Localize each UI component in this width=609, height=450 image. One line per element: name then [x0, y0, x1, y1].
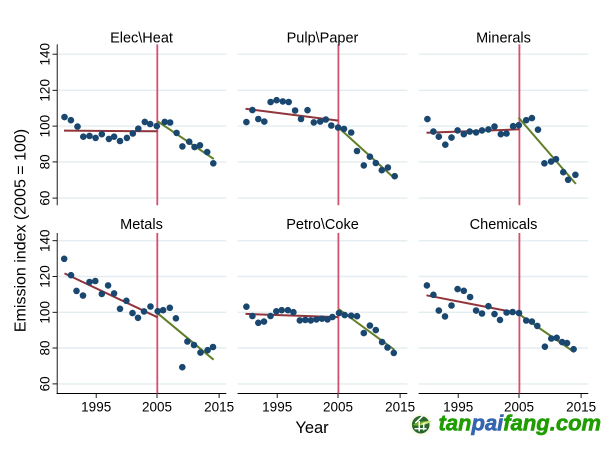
- svg-text:80: 80: [37, 154, 52, 169]
- svg-text:Minerals: Minerals: [476, 30, 531, 46]
- svg-text:60: 60: [37, 376, 52, 391]
- svg-text:Pulp\Paper: Pulp\Paper: [287, 30, 359, 46]
- svg-text:Year: Year: [295, 419, 329, 437]
- svg-text:2015: 2015: [385, 400, 415, 415]
- svg-text:100: 100: [37, 301, 52, 324]
- svg-text:Petro\Coke: Petro\Coke: [286, 217, 359, 233]
- svg-text:140: 140: [37, 229, 52, 252]
- svg-text:2005: 2005: [323, 400, 353, 415]
- svg-text:80: 80: [37, 340, 52, 355]
- svg-text:2015: 2015: [566, 400, 596, 415]
- svg-text:1995: 1995: [443, 400, 473, 415]
- svg-text:120: 120: [37, 265, 52, 288]
- svg-text:140: 140: [37, 43, 52, 66]
- svg-text:Emission index (2005 = 100): Emission index (2005 = 100): [13, 129, 30, 332]
- svg-text:2005: 2005: [142, 400, 172, 415]
- svg-text:Metals: Metals: [120, 217, 163, 233]
- svg-text:Elec\Heat: Elec\Heat: [110, 30, 173, 46]
- svg-text:tanpaifang.com: tanpaifang.com: [439, 411, 602, 436]
- svg-text:2015: 2015: [204, 400, 234, 415]
- svg-text:60: 60: [37, 191, 52, 206]
- svg-text:2005: 2005: [504, 400, 534, 415]
- svg-text:1995: 1995: [81, 400, 111, 415]
- svg-text:Chemicals: Chemicals: [470, 217, 538, 233]
- svg-text:120: 120: [37, 79, 52, 102]
- svg-text:100: 100: [37, 115, 52, 138]
- svg-text:1995: 1995: [262, 400, 292, 415]
